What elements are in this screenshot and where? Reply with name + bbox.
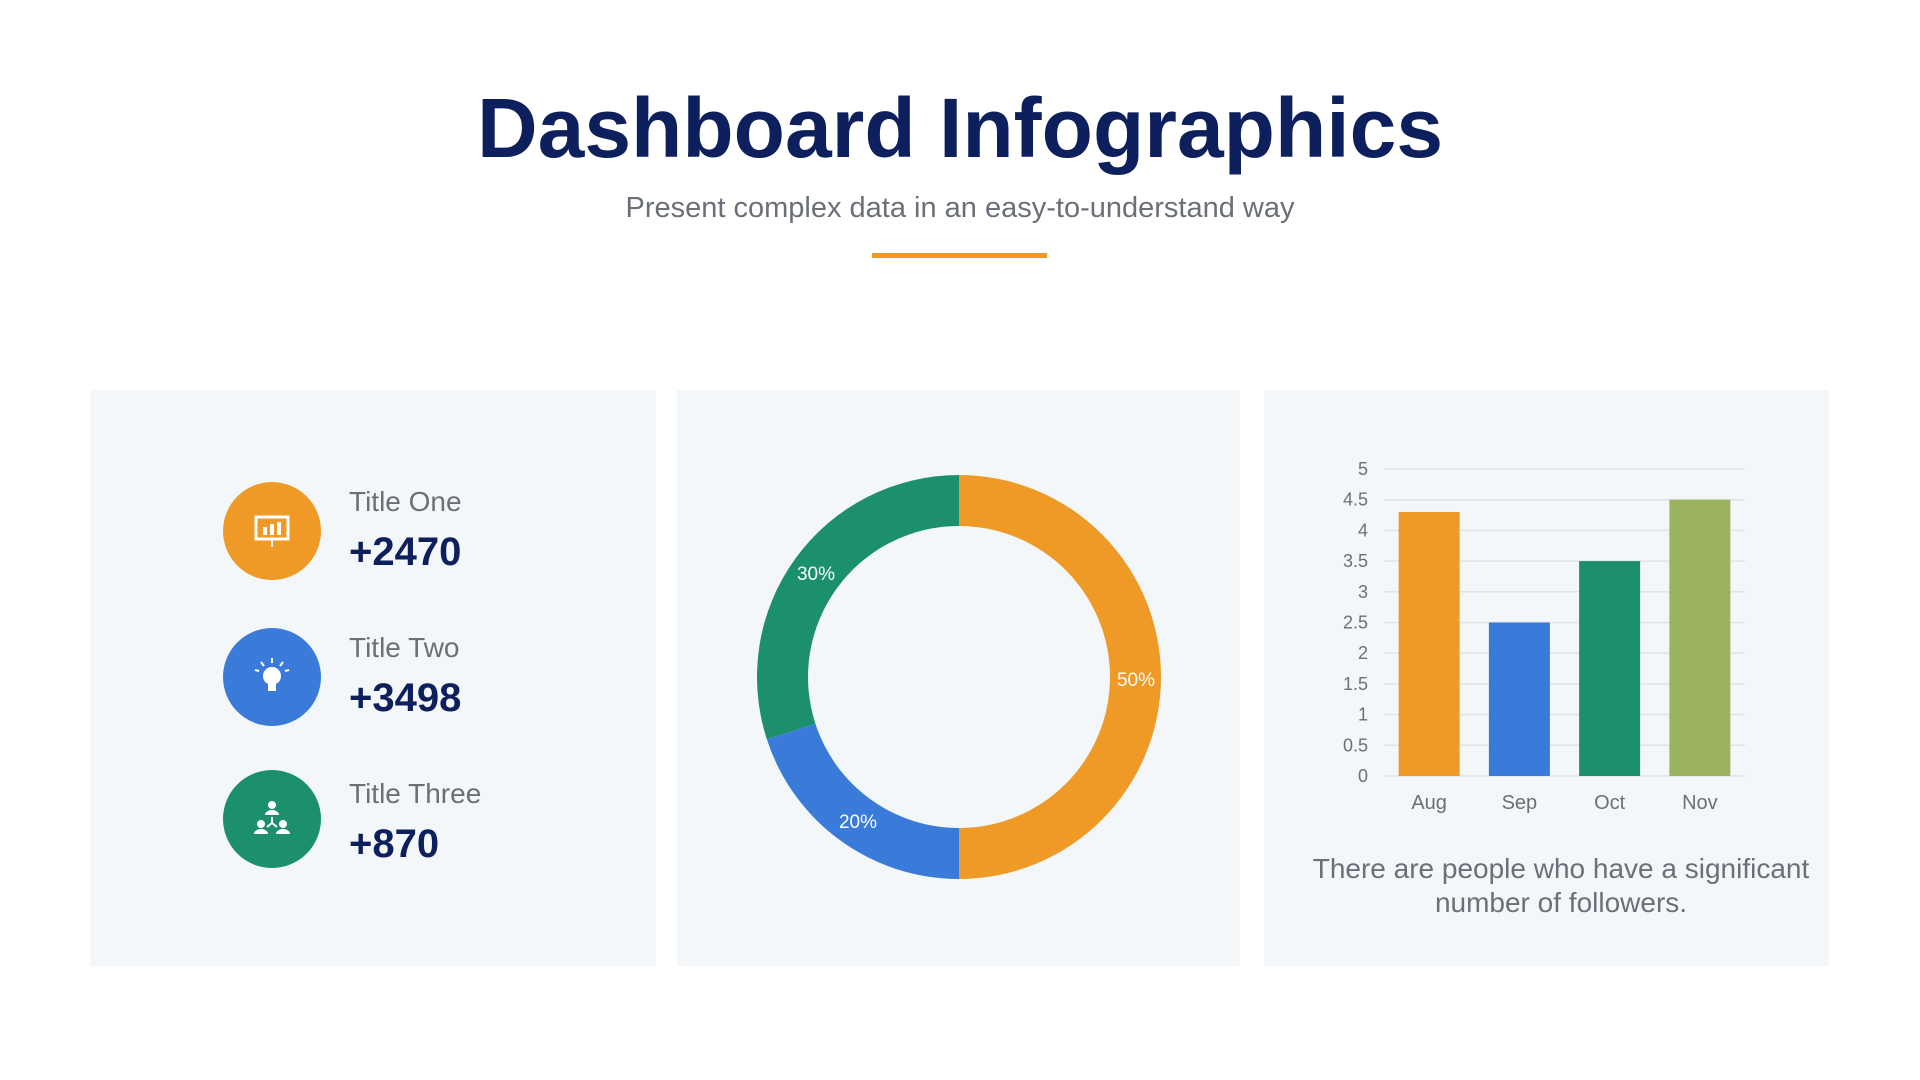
page-title: Dashboard Infographics (476, 81, 1444, 175)
accent-divider (872, 253, 1047, 258)
stat-value-three: +870 (349, 822, 440, 866)
y-tick-label: 4 (1358, 520, 1368, 540)
team-hierarchy-icon (223, 770, 321, 868)
y-tick-label: 1 (1358, 705, 1368, 725)
y-tick-label: 2 (1358, 643, 1368, 663)
y-tick-label: 5 (1358, 459, 1368, 479)
y-tick-label: 2.5 (1343, 613, 1368, 633)
stat-value-one: +2470 (349, 530, 462, 574)
stat-title-one: Title One (349, 486, 462, 517)
bar-aug (1398, 511, 1460, 776)
lightbulb-icon (223, 628, 321, 726)
y-tick-label: 3 (1358, 582, 1368, 602)
donut-chart: 50% 20% 30% (757, 475, 1161, 879)
bar-sep (1488, 622, 1550, 776)
x-tick-label: Oct (1594, 792, 1626, 814)
bar-oct (1579, 561, 1641, 776)
y-tick-label: 4.5 (1343, 490, 1368, 510)
chart-caption: There are people who have a significant … (1312, 853, 1810, 918)
y-tick-label: 0 (1358, 766, 1368, 786)
bar-chart: 0 0.5 1 1.5 2 2.5 3 3.5 4 4.5 5 Aug Sep Oct Nov (1343, 459, 1745, 814)
stat-title-three: Title Three (349, 778, 482, 809)
x-tick-label: Aug (1411, 792, 1447, 814)
donut-slice (757, 475, 959, 740)
page-subtitle: Present complex data in an easy-to-under… (625, 192, 1295, 224)
presentation-chart-icon (223, 482, 321, 580)
y-tick-label: 3.5 (1343, 551, 1368, 571)
donut-slice-label: 20% (839, 812, 877, 833)
donut-slice-label: 50% (1117, 670, 1155, 691)
donut-slice (766, 723, 959, 879)
bar-nov (1669, 499, 1731, 776)
x-tick-label: Sep (1502, 792, 1538, 814)
x-tick-label: Nov (1682, 792, 1718, 814)
stats-panel (90, 390, 656, 966)
y-tick-label: 1.5 (1343, 674, 1368, 694)
stat-title-two: Title Two (349, 632, 460, 663)
donut-slice-label: 30% (797, 564, 835, 585)
stat-value-two: +3498 (349, 676, 462, 720)
y-tick-label: 0.5 (1343, 735, 1368, 755)
donut-slice (959, 475, 1161, 879)
